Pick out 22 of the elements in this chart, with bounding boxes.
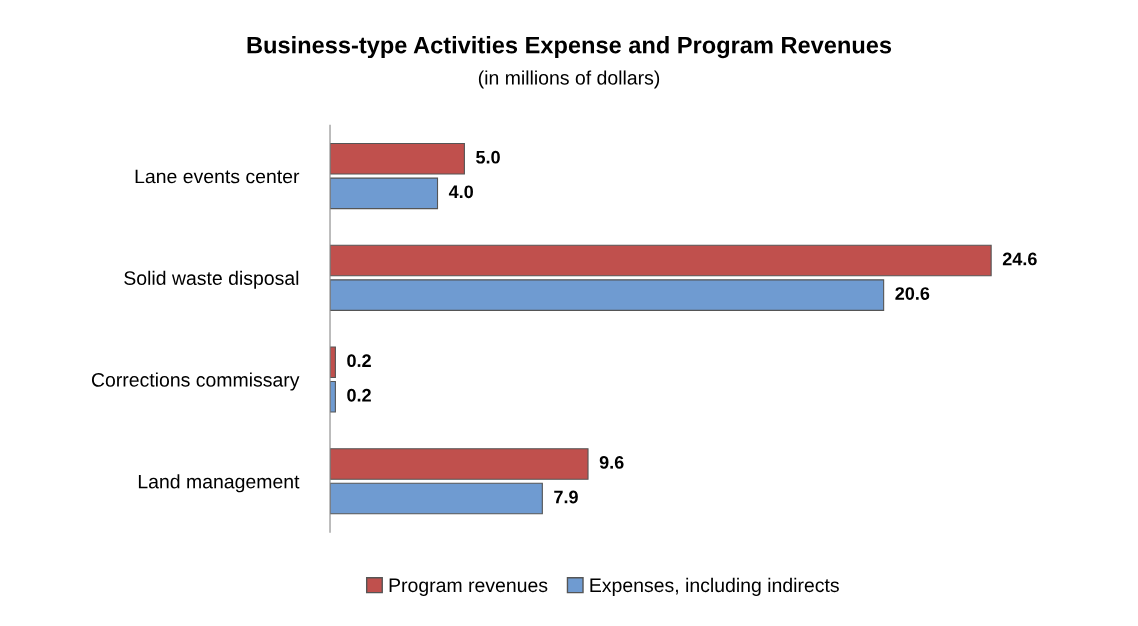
y-tick-label: Solid waste disposal [124, 270, 299, 289]
bar [330, 482, 543, 515]
data-label: 4.0 [448, 185, 473, 199]
legend-label: Program revenues [389, 578, 548, 596]
chart-title: Business-type Activities Expense and Program Revenues [247, 36, 892, 59]
y-tick-label: Land management [138, 474, 300, 493]
bar [330, 244, 992, 277]
bar [330, 177, 439, 210]
data-label: 24.6 [1002, 252, 1037, 266]
legend-label: Expenses, including indirects [590, 577, 839, 596]
data-label: 20.6 [895, 287, 930, 300]
data-label: 7.9 [554, 490, 578, 504]
y-tick-label: Corrections commissary [91, 372, 300, 391]
bar [330, 448, 589, 480]
y-tick-label: Lane events center [135, 169, 300, 184]
data-label: 5.0 [476, 150, 500, 164]
chart-subtitle: (in millions of dollars) [478, 70, 660, 89]
data-label: 9.6 [599, 456, 624, 469]
data-label: 0.2 [347, 388, 371, 402]
data-label: 0.2 [347, 354, 371, 368]
bar [330, 279, 885, 311]
bar [330, 142, 465, 175]
